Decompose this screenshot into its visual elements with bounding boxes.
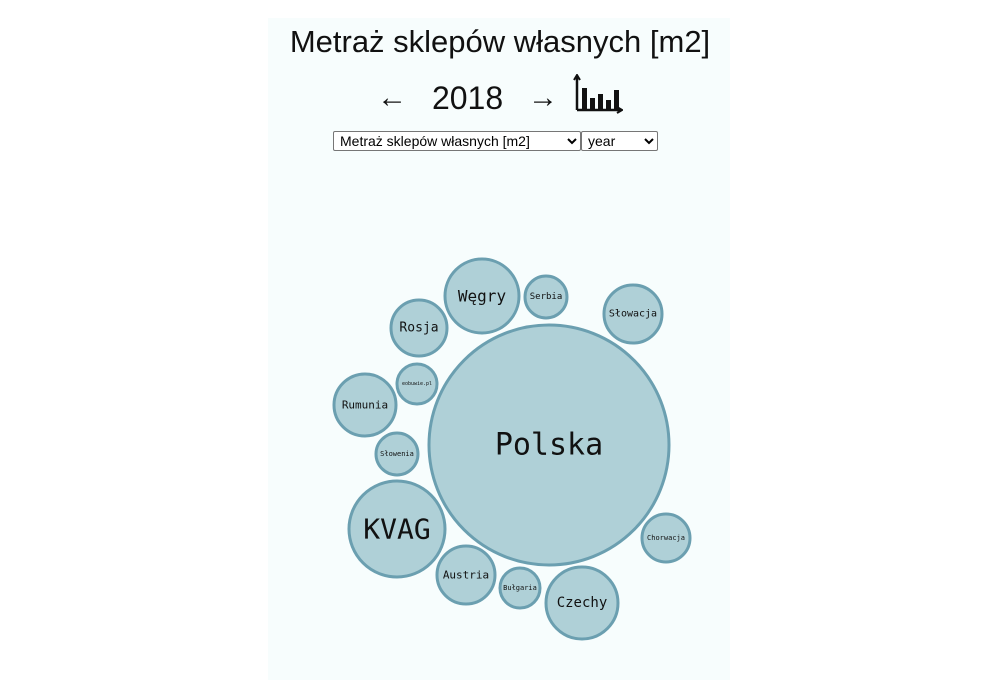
bar-chart-icon[interactable] [573, 73, 624, 122]
bubble-bułgaria[interactable]: Bułgaria [498, 566, 542, 610]
bubble-rumunia[interactable]: Rumunia [332, 372, 398, 438]
bubble-polska[interactable]: Polska [427, 323, 671, 567]
bubble-kvag[interactable]: KVAG [347, 479, 447, 579]
bubble-label: Słowacja [609, 309, 657, 320]
bubble-circle [640, 512, 692, 564]
bubble-circle [523, 274, 569, 320]
page-title: Metraż sklepów własnych [m2] [289, 24, 711, 59]
bubble-circle [395, 362, 439, 406]
bubble-circle [544, 565, 620, 641]
bubble-circle [602, 283, 664, 345]
next-year-arrow[interactable]: → [528, 81, 559, 114]
bubble-label: Chorwacja [647, 534, 685, 542]
bubble-słowacja[interactable]: Słowacja [602, 283, 664, 345]
current-year: 2018 [431, 79, 504, 116]
chart-controls: Metraż sklepów własnych [m2] year [333, 131, 658, 151]
bubble-label: Rosja [399, 321, 438, 336]
bubble-circle [443, 257, 521, 335]
bubble-serbia[interactable]: Serbia [523, 274, 569, 320]
bubble-circle [347, 479, 447, 579]
bubble-label: Rumunia [342, 399, 388, 412]
bubble-label: Czechy [557, 595, 608, 611]
bubble-circle [374, 431, 420, 477]
bubble-circle [435, 544, 497, 606]
bubble-czechy[interactable]: Czechy [544, 565, 620, 641]
year-navigation: ← 2018 → [0, 73, 1000, 118]
previous-year-arrow[interactable]: ← [377, 81, 408, 114]
bubble-label: Węgry [458, 287, 507, 306]
bubble-label: Bułgaria [503, 584, 537, 592]
bubble-circle [498, 566, 542, 610]
bubble-węgry[interactable]: Węgry [443, 257, 521, 335]
metric-select[interactable]: Metraż sklepów własnych [m2] [333, 131, 581, 151]
bubble-chorwacja[interactable]: Chorwacja [640, 512, 692, 564]
bubble-eobuwie-pl[interactable]: eobuwie.pl [395, 362, 439, 406]
bubble-label: Polska [495, 428, 603, 463]
bubble-label: eobuwie.pl [402, 381, 432, 387]
bubble-austria[interactable]: Austria [435, 544, 497, 606]
bubble-circle [332, 372, 398, 438]
period-select[interactable]: year [581, 131, 658, 151]
bubble-label: Austria [443, 569, 489, 582]
bubble-circle [389, 298, 449, 358]
bubble-słowenia[interactable]: Słowenia [374, 431, 420, 477]
bubble-label: Słowenia [380, 450, 414, 458]
bubble-circle [427, 323, 671, 567]
bubble-label: Serbia [530, 292, 563, 302]
bubble-label: KVAG [363, 513, 430, 546]
bubble-rosja[interactable]: Rosja [389, 298, 449, 358]
